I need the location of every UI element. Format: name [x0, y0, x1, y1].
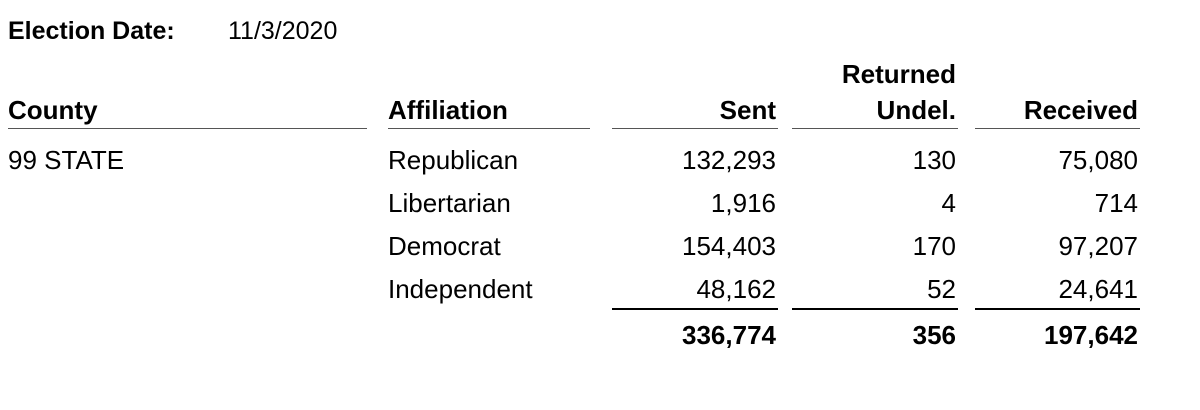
header-rule — [8, 128, 367, 129]
affiliation: Republican — [388, 145, 519, 175]
date-label: Election Date: — [8, 17, 175, 45]
total-value: 197,642 — [1044, 320, 1138, 350]
column-header: Returned — [841, 59, 956, 89]
cell-value: 714 — [1094, 188, 1138, 218]
total-value: 356 — [912, 320, 956, 350]
column-header: County — [8, 95, 98, 125]
affiliation: Libertarian — [388, 188, 511, 218]
header-rule — [388, 128, 590, 129]
date-value: 11/3/2020 — [228, 17, 338, 45]
total-rule — [792, 308, 958, 310]
cell-value: 170 — [912, 231, 956, 261]
cell-value: 52 — [927, 274, 956, 304]
column-header: Undel. — [876, 95, 956, 125]
cell-value: 154,403 — [682, 231, 776, 261]
column-header: Affiliation — [388, 95, 508, 125]
total-value: 336,774 — [682, 320, 776, 350]
header-rule — [792, 128, 958, 129]
column-header: Sent — [719, 95, 776, 125]
cell-value: 75,080 — [1058, 145, 1138, 175]
header-rule — [612, 128, 778, 129]
cell-value: 130 — [912, 145, 956, 175]
cell-value: 97,207 — [1058, 231, 1138, 261]
affiliation: Democrat — [388, 231, 501, 261]
column-header: Received — [1023, 95, 1138, 125]
cell-value: 24,641 — [1058, 274, 1138, 304]
cell-value: 4 — [941, 188, 956, 218]
cell-value: 1,916 — [710, 188, 776, 218]
affiliation: Independent — [388, 274, 533, 304]
total-rule — [612, 308, 778, 310]
header-rule — [975, 128, 1140, 129]
cell-value: 132,293 — [682, 145, 776, 175]
cell-value: 48,162 — [696, 274, 776, 304]
total-rule — [975, 308, 1140, 310]
county: 99 STATE — [8, 145, 125, 175]
